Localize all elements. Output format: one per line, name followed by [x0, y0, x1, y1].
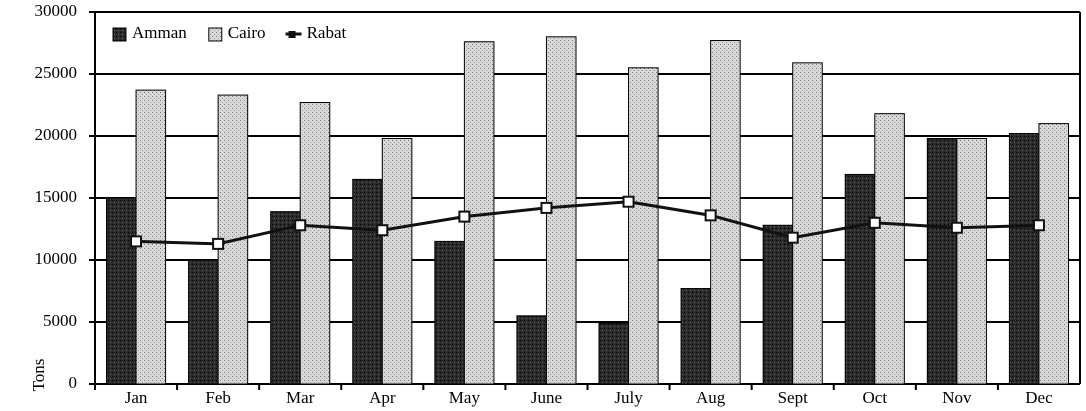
line-marker [704, 209, 717, 222]
legend-label: Cairo [228, 23, 266, 42]
y-tick-label: 25000 [35, 63, 78, 82]
legend-swatch [112, 27, 127, 42]
legend-swatch [208, 27, 223, 42]
bar [299, 102, 331, 385]
bar [762, 224, 794, 385]
bar [270, 211, 301, 385]
y-tick-label: 15000 [35, 187, 78, 206]
bar [352, 178, 383, 385]
line-marker [540, 201, 553, 214]
bar [598, 322, 630, 385]
bar [874, 113, 905, 385]
y-tick-label: 20000 [35, 125, 78, 144]
bar [434, 240, 465, 385]
x-tick-label: May [449, 388, 481, 407]
line-marker [212, 237, 225, 250]
x-tick-label: Dec [1025, 388, 1053, 407]
y-axis-label: Tons [29, 359, 48, 392]
bar [680, 288, 712, 385]
line-marker [868, 216, 881, 229]
x-tick-label: Nov [942, 388, 972, 407]
bar [844, 173, 876, 385]
x-tick-label: Oct [863, 388, 888, 407]
line-marker [950, 221, 963, 234]
bar [792, 62, 823, 385]
bar [1008, 133, 1040, 385]
x-tick-label: Apr [369, 388, 396, 407]
x-tick-label: Sept [778, 388, 809, 407]
bar [956, 137, 987, 385]
bar [381, 137, 413, 385]
y-tick-label: 0 [69, 373, 78, 392]
x-tick-label: Aug [696, 388, 726, 407]
y-tick-label: 10000 [35, 249, 78, 268]
legend-label: Rabat [307, 23, 347, 42]
line-marker [294, 219, 307, 232]
line-marker [622, 195, 635, 208]
bar [926, 137, 958, 385]
legend-swatch [288, 31, 296, 38]
bar [105, 197, 137, 385]
x-tick-label: Mar [286, 388, 315, 407]
line-marker [458, 210, 471, 223]
bar [188, 259, 219, 385]
x-tick-label: June [531, 388, 562, 407]
line [135, 200, 1040, 246]
x-tick-label: Jan [125, 388, 148, 407]
bar [516, 315, 547, 385]
line-marker [130, 235, 143, 248]
line-marker [376, 224, 389, 237]
x-tick-label: Feb [205, 388, 231, 407]
line-marker [1032, 219, 1045, 232]
bar [628, 67, 659, 385]
y-tick-label: 5000 [43, 311, 77, 330]
line-marker [786, 231, 799, 244]
y-tick-label: 30000 [35, 1, 78, 20]
x-tick-label: July [614, 388, 643, 407]
legend-label: Amman [132, 23, 187, 42]
bar [1038, 123, 1070, 385]
